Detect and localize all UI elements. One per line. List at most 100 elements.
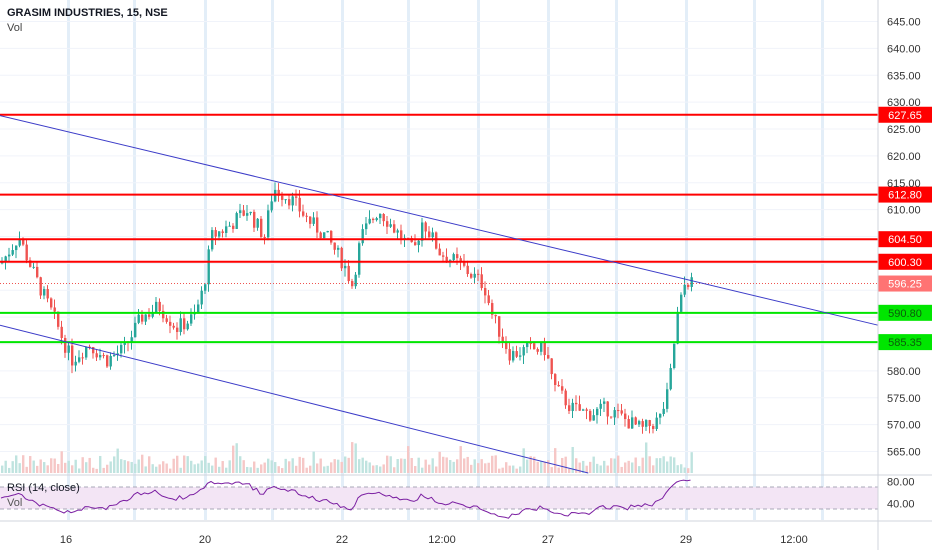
session-band xyxy=(821,0,824,520)
volume-bar xyxy=(634,457,637,473)
volume-bar xyxy=(529,456,532,473)
candle-body xyxy=(232,225,235,229)
candle-body xyxy=(526,342,529,348)
volume-bars xyxy=(1,442,693,473)
candle-body xyxy=(480,274,483,289)
candle-body xyxy=(386,221,389,227)
level-tag xyxy=(878,334,932,351)
volume-bar xyxy=(648,456,651,473)
volume-bar xyxy=(78,468,81,473)
candle-body xyxy=(578,404,581,411)
candle-body xyxy=(32,266,35,268)
volume-bar xyxy=(323,466,326,473)
candle-body xyxy=(316,217,319,233)
volume-bar xyxy=(624,462,627,473)
volume-bar xyxy=(53,458,56,473)
volume-bar xyxy=(480,459,483,473)
volume-bar xyxy=(106,464,109,473)
candle-body xyxy=(134,322,137,338)
session-band xyxy=(67,0,70,520)
volume-bar xyxy=(190,460,193,473)
volume-bar xyxy=(365,460,368,473)
volume-bar xyxy=(309,465,312,473)
candle-body xyxy=(459,258,462,263)
price-tick-label: 630.00 xyxy=(887,97,921,109)
session-band xyxy=(615,0,618,520)
candle-body xyxy=(239,210,242,214)
volume-bar xyxy=(536,461,539,473)
volume-bar xyxy=(421,467,424,473)
volume-bar xyxy=(508,465,511,473)
last-price-tag xyxy=(878,275,932,292)
volume-bar xyxy=(144,466,147,473)
candle-body xyxy=(151,312,154,317)
candle-body xyxy=(270,201,273,211)
candle-body xyxy=(620,410,623,414)
volume-bar xyxy=(71,465,74,473)
candle-body xyxy=(606,401,609,417)
candle-body xyxy=(207,249,210,285)
volume-bar xyxy=(249,467,252,473)
candle-body xyxy=(669,368,672,390)
volume-bar xyxy=(459,446,462,473)
candle-body xyxy=(683,284,686,295)
candle-body xyxy=(641,421,644,427)
volume-bar xyxy=(165,463,168,473)
candle-body xyxy=(228,225,231,227)
candle-body xyxy=(344,265,347,269)
volume-bar xyxy=(11,461,14,473)
volume-bar xyxy=(463,458,466,473)
candle-body xyxy=(295,196,298,198)
candle-body xyxy=(508,349,511,361)
trend-line xyxy=(0,115,879,326)
candle-body xyxy=(305,215,308,217)
candle-body xyxy=(81,357,84,359)
session-band xyxy=(204,0,207,520)
volume-bar xyxy=(74,459,77,473)
price-tick-label: 615.00 xyxy=(887,178,921,190)
candle-body xyxy=(676,311,679,344)
candle-body xyxy=(638,421,641,425)
volume-bar xyxy=(445,457,448,473)
candle-body xyxy=(491,303,494,315)
volume-bar xyxy=(396,459,399,473)
trend-lines xyxy=(0,115,879,474)
volume-bar xyxy=(361,457,364,473)
candle-body xyxy=(627,419,630,429)
candle-body xyxy=(680,294,683,312)
volume-bar xyxy=(631,462,634,473)
volume-bar xyxy=(452,461,455,473)
candle-body xyxy=(442,255,445,257)
volume-bar xyxy=(113,456,116,473)
candle-body xyxy=(445,256,448,263)
volume-bar xyxy=(330,462,333,473)
volume-bar xyxy=(375,465,378,473)
candle-body xyxy=(358,243,361,275)
volume-bar xyxy=(407,446,410,473)
volume-bar xyxy=(169,468,172,473)
candle-body xyxy=(253,211,256,228)
candle-body xyxy=(123,341,126,345)
grid xyxy=(0,0,878,520)
candle-body xyxy=(288,199,291,206)
level-tag xyxy=(878,304,932,321)
candle-body xyxy=(400,230,403,240)
last-price-label: 596.25 xyxy=(888,279,922,291)
price-tick-label: 620.00 xyxy=(887,151,921,163)
volume-bar xyxy=(382,464,385,473)
volume-bar xyxy=(18,463,21,473)
volume-bar xyxy=(550,467,553,473)
volume-bar xyxy=(155,466,158,473)
volume-bar xyxy=(491,455,494,473)
volume-bar xyxy=(498,468,501,473)
candle-body xyxy=(116,353,119,355)
candle-body xyxy=(274,189,277,202)
trend-line xyxy=(0,324,589,474)
volume-bar xyxy=(512,465,515,473)
volume-bar xyxy=(120,459,123,473)
volume-bar xyxy=(337,459,340,473)
volume-bar xyxy=(683,467,686,473)
candle-body xyxy=(260,218,263,237)
candle-body xyxy=(687,284,690,287)
